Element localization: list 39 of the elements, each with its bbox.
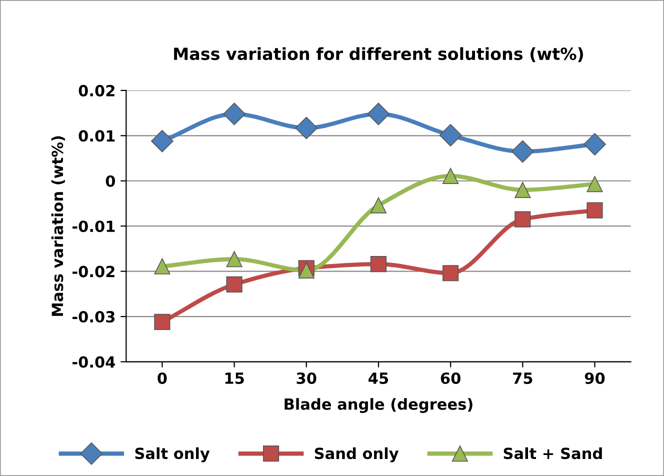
y-tick-label: 0.01 [78, 130, 115, 142]
x-tick-label: 0 [158, 372, 167, 384]
point [442, 265, 459, 282]
point [295, 116, 318, 140]
point [370, 197, 387, 214]
x-tick-label: 90 [584, 372, 605, 384]
point [442, 168, 459, 184]
point [154, 258, 170, 274]
y-tick-label: 0 [106, 175, 116, 187]
point [511, 140, 534, 163]
chart-title: Mass variation for different solutions (wt%) [174, 47, 583, 62]
legend-label: Salt + Sand [504, 447, 602, 460]
x-tick-label: 75 [513, 372, 532, 384]
point [586, 176, 603, 192]
point [514, 182, 531, 198]
y-axis-title: Mass variation (wt%) [51, 136, 65, 316]
point [586, 202, 603, 218]
x-tick-label: 15 [225, 372, 244, 384]
point [370, 256, 387, 272]
point [514, 211, 531, 228]
point [223, 102, 246, 126]
point [150, 130, 174, 152]
x-tick-label: 45 [368, 372, 388, 384]
y-tick-label: -0.04 [72, 356, 116, 368]
y-tick-label: 0.02 [78, 84, 114, 96]
legend-label: Salt only [135, 447, 210, 462]
y-tick-label: -0.01 [72, 220, 115, 232]
x-tick-label: 60 [440, 372, 460, 384]
point [439, 124, 462, 146]
x-tick-label: 30 [296, 372, 316, 384]
x-axis-title: Blade angle (degrees) [284, 398, 472, 413]
y-tick-label: -0.02 [72, 266, 114, 278]
point [154, 314, 170, 330]
y-tick-label: -0.03 [72, 311, 115, 323]
point [226, 251, 242, 268]
point [367, 102, 390, 126]
point [226, 276, 242, 292]
legend-label: Sand only [314, 447, 399, 462]
point [584, 133, 606, 156]
